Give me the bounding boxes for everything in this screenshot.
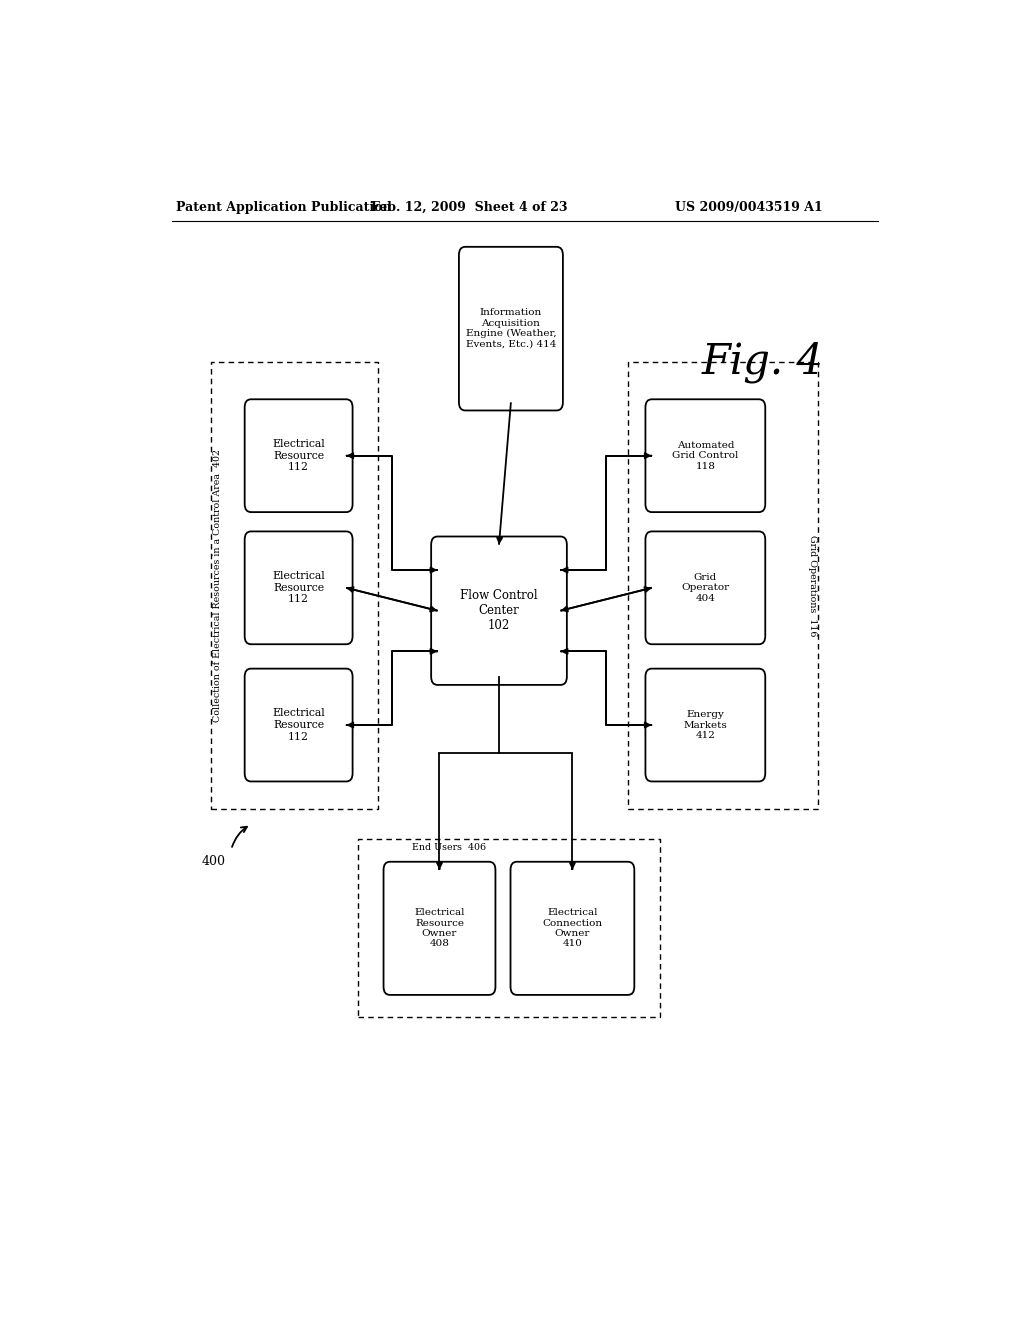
Text: 400: 400 [202, 855, 225, 869]
Text: Electrical
Connection
Owner
410: Electrical Connection Owner 410 [543, 908, 602, 949]
Text: US 2009/0043519 A1: US 2009/0043519 A1 [675, 201, 822, 214]
Text: Collection of Electrical Resources in a Control Area  402: Collection of Electrical Resources in a … [213, 449, 222, 722]
FancyBboxPatch shape [511, 862, 634, 995]
Text: Patent Application Publication: Patent Application Publication [176, 201, 391, 214]
FancyBboxPatch shape [245, 532, 352, 644]
FancyBboxPatch shape [245, 669, 352, 781]
Text: Grid
Operator
404: Grid Operator 404 [681, 573, 729, 603]
Text: Feb. 12, 2009  Sheet 4 of 23: Feb. 12, 2009 Sheet 4 of 23 [371, 201, 567, 214]
FancyBboxPatch shape [431, 536, 567, 685]
FancyBboxPatch shape [645, 399, 765, 512]
Text: Information
Acquisition
Engine (Weather,
Events, Etc.) 414: Information Acquisition Engine (Weather,… [466, 309, 556, 348]
Text: Electrical
Resource
112: Electrical Resource 112 [272, 709, 325, 742]
FancyBboxPatch shape [645, 532, 765, 644]
Text: Fig. 4: Fig. 4 [701, 341, 824, 383]
FancyBboxPatch shape [245, 399, 352, 512]
Text: Energy
Markets
412: Energy Markets 412 [683, 710, 727, 741]
Text: Flow Control
Center
102: Flow Control Center 102 [460, 589, 538, 632]
FancyBboxPatch shape [459, 247, 563, 411]
FancyBboxPatch shape [384, 862, 496, 995]
Text: Electrical
Resource
112: Electrical Resource 112 [272, 572, 325, 605]
Text: Automated
Grid Control
118: Automated Grid Control 118 [672, 441, 738, 471]
FancyBboxPatch shape [645, 669, 765, 781]
Text: Electrical
Resource
112: Electrical Resource 112 [272, 440, 325, 473]
Text: Electrical
Resource
Owner
408: Electrical Resource Owner 408 [415, 908, 465, 949]
Text: Grid Operations  116: Grid Operations 116 [808, 535, 816, 636]
Text: End Users  406: End Users 406 [413, 843, 486, 851]
